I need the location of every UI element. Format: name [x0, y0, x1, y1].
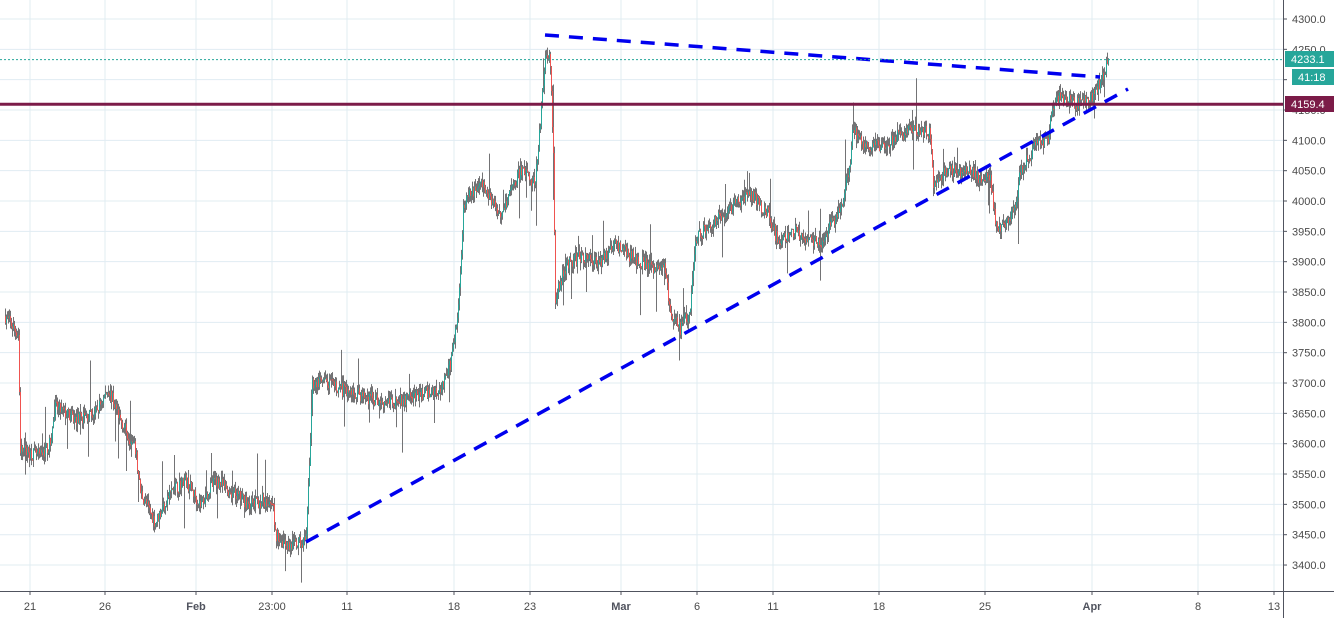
price-tick-label: 3550.0: [1292, 469, 1326, 481]
upper-trendline[interactable]: [544, 33, 1101, 79]
price-tick-label: 3500.0: [1292, 499, 1326, 511]
time-tick-label: 6: [694, 601, 700, 613]
price-tick-label: 4050.0: [1292, 166, 1326, 178]
price-tick-label: 3900.0: [1292, 257, 1326, 269]
time-tick-label: 23:00: [258, 601, 286, 613]
countdown-badge: 41:18: [1292, 69, 1334, 85]
price-tick-label: 3850.0: [1292, 287, 1326, 299]
candlestick-series: [5, 47, 1109, 583]
grid: [0, 0, 1283, 591]
time-tick-label: 21: [24, 601, 36, 613]
price-badges: 4233.1 41:18 4159.4: [1285, 51, 1334, 112]
countdown-label: 41:18: [1298, 72, 1326, 84]
time-tick-label: 18: [448, 601, 460, 613]
time-axis[interactable]: 21 26 Feb 23:00 11 18 23 Mar 6 11 18 25 Apr 8 13: [24, 591, 1280, 613]
price-tick-label: 3700.0: [1292, 378, 1326, 390]
price-tick-label: 3800.0: [1292, 317, 1326, 329]
price-tick-label: 3650.0: [1292, 408, 1326, 420]
price-tick-label: 3450.0: [1292, 530, 1326, 542]
time-tick-label: 8: [1195, 601, 1201, 613]
price-tick-label: 3400.0: [1292, 560, 1326, 572]
time-tick-label: 26: [99, 601, 111, 613]
last-price-badge: 4233.1: [1285, 51, 1334, 67]
time-tick-label: 18: [873, 601, 885, 613]
time-tick-label: Feb: [186, 601, 206, 613]
lower-trendline[interactable]: [305, 87, 1129, 544]
price-tick-label: 4000.0: [1292, 196, 1326, 208]
trendlines[interactable]: [305, 33, 1129, 544]
price-tick-label: 3750.0: [1292, 348, 1326, 360]
time-tick-label: 11: [341, 601, 352, 613]
time-tick-label: Apr: [1083, 601, 1103, 613]
level-price-label: 4159.4: [1291, 99, 1325, 111]
price-tick-label: 4100.0: [1292, 135, 1326, 147]
price-tick-label: 3600.0: [1292, 439, 1326, 451]
time-tick-label: 11: [767, 601, 778, 613]
time-tick-label: 23: [524, 601, 536, 613]
price-tick-label: 4300.0: [1292, 14, 1326, 26]
price-tick-label: 3950.0: [1292, 226, 1326, 238]
time-tick-label: 13: [1268, 601, 1280, 613]
time-tick-label: Mar: [611, 601, 631, 613]
level-badge: 4159.4: [1285, 96, 1334, 112]
last-price-label: 4233.1: [1291, 54, 1325, 66]
time-tick-label: 25: [979, 601, 991, 613]
